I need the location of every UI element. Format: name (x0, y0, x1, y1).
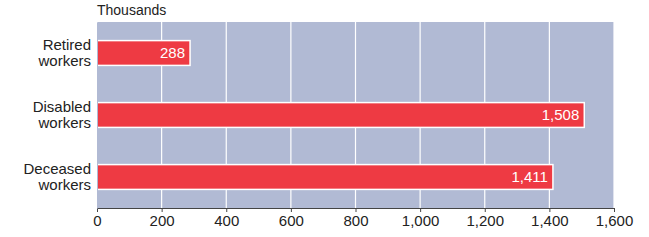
x-tick-label: 200 (150, 212, 175, 229)
axis-title: Thousands (97, 2, 166, 18)
plot-background (97, 22, 614, 208)
y-axis-line (97, 23, 98, 209)
x-tick: 1,400 (531, 208, 569, 229)
grid-line (96, 22, 97, 208)
y-tick-label: Disabledworkers (33, 98, 91, 132)
x-tick: 800 (343, 208, 368, 229)
x-tick: 1,600 (596, 208, 634, 229)
bar (97, 103, 584, 128)
data-label: 1,411 (511, 168, 547, 185)
x-tick-label: 800 (343, 212, 368, 229)
x-tick-label: 400 (214, 212, 239, 229)
y-tick-label: Retiredworkers (37, 36, 91, 70)
x-tick: 200 (150, 208, 175, 229)
data-label: 288 (160, 44, 185, 61)
x-tick: 1,000 (402, 208, 440, 229)
grid-line (613, 22, 614, 208)
bar (97, 165, 553, 190)
x-tick-label: 1,000 (402, 212, 440, 229)
y-axis: Retiredworkers Disabledworkers Deceasedwor… (23, 23, 97, 209)
x-tick: 1,200 (466, 208, 504, 229)
x-tick-label: 1,200 (466, 212, 504, 229)
data-label: 1,508 (542, 106, 580, 123)
bars (97, 41, 584, 190)
bar (97, 41, 190, 66)
x-tick: 0 (93, 208, 101, 229)
chart: 0 200 400 600 800 1,000 1,200 1,400 1,600 Retired… (0, 0, 649, 237)
y-tick-label: Deceasedworkers (23, 160, 91, 194)
x-tick-label: 1,600 (596, 212, 634, 229)
y-tick: Retiredworkers (37, 36, 91, 70)
y-tick: Disabledworkers (33, 98, 91, 132)
x-tick-label: 1,400 (531, 212, 569, 229)
x-tick-label: 600 (279, 212, 304, 229)
y-tick: Deceasedworkers (23, 160, 91, 194)
x-axis: 0 200 400 600 800 1,000 1,200 1,400 1,600 (93, 208, 633, 229)
x-tick: 600 (279, 208, 304, 229)
grid (97, 22, 614, 208)
x-tick-label: 0 (93, 212, 101, 229)
x-tick: 400 (214, 208, 239, 229)
data-labels: 288 1,508 1,411 (160, 44, 579, 185)
